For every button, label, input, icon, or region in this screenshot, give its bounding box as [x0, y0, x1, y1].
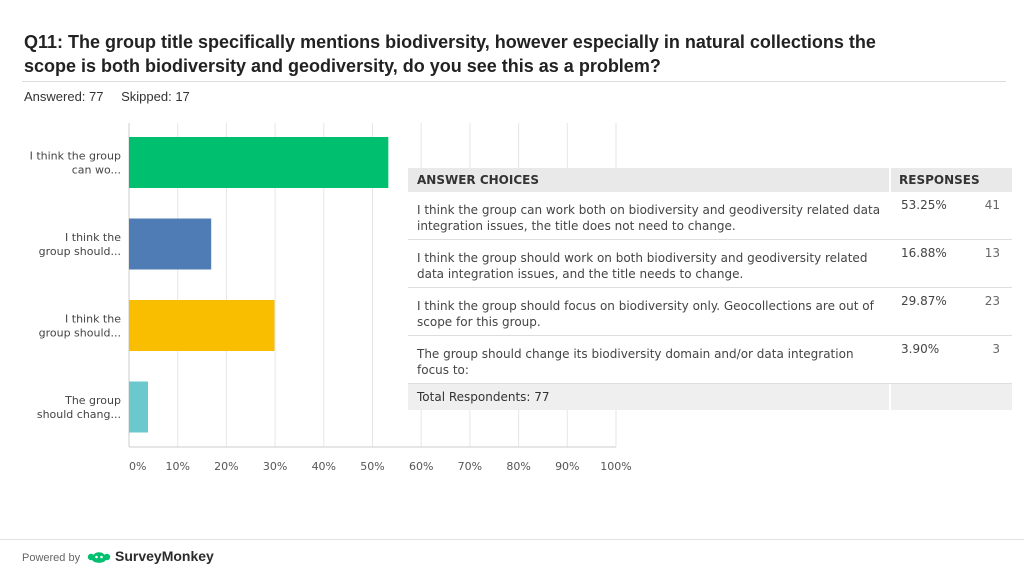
- surveymonkey-logo[interactable]: SurveyMonkey: [87, 547, 214, 565]
- x-tick-label: 60%: [409, 460, 433, 473]
- category-label: I think the group should...: [39, 313, 122, 340]
- table-row: I think the group should focus on biodiv…: [408, 288, 1012, 336]
- x-tick-label: 100%: [600, 460, 631, 473]
- answered-count: Answered: 77: [24, 89, 104, 104]
- response-percent: 29.87%: [901, 294, 947, 308]
- x-tick-label: 20%: [214, 460, 238, 473]
- title-divider: [22, 81, 1006, 82]
- responses-header: RESPONSES: [899, 173, 980, 187]
- x-tick-label: 10%: [165, 460, 189, 473]
- response-count: 3: [992, 342, 1000, 356]
- total-respondents-row: Total Respondents: 77: [408, 384, 1012, 410]
- bar: [129, 381, 148, 433]
- response-count: 13: [984, 246, 1000, 260]
- table-row: I think the group should work on both bi…: [408, 240, 1012, 288]
- x-tick-label: 80%: [506, 460, 530, 473]
- table-row: I think the group can work both on biodi…: [408, 192, 1012, 240]
- x-tick-label: 50%: [360, 460, 384, 473]
- response-percent: 16.88%: [901, 246, 947, 260]
- bar: [129, 300, 275, 351]
- response-count: 23: [984, 294, 1000, 308]
- response-percent: 53.25%: [901, 198, 947, 212]
- x-tick-label: 30%: [263, 460, 287, 473]
- category-label: The group should chang...: [37, 394, 121, 421]
- choice-text: The group should change its biodiversity…: [417, 347, 854, 377]
- x-tick-label: 90%: [555, 460, 579, 473]
- table-row: The group should change its biodiversity…: [408, 336, 1012, 384]
- choice-text: I think the group should work on both bi…: [417, 251, 868, 281]
- response-count: 41: [984, 198, 1000, 212]
- surveymonkey-logo-icon: [87, 552, 111, 563]
- surveymonkey-brand: SurveyMonkey: [115, 548, 214, 564]
- responses-table: ANSWER CHOICES RESPONSES I think the gro…: [408, 168, 1012, 410]
- category-label: I think the group should...: [39, 231, 122, 258]
- response-stats: Answered: 77 Skipped: 17: [24, 89, 204, 104]
- answer-choices-header: ANSWER CHOICES: [408, 168, 891, 192]
- table-header: ANSWER CHOICES RESPONSES: [408, 168, 1012, 192]
- bar-chart: 0% 10% 20% 30% 40% 50% 60% 70% 80% 90% 100% I think…: [30, 123, 632, 473]
- x-tick-label: 70%: [458, 460, 482, 473]
- category-label: I think the group can wo...: [30, 150, 121, 177]
- total-respondents: Total Respondents: 77: [408, 384, 891, 410]
- skipped-count: Skipped: 17: [121, 89, 190, 104]
- bar: [129, 137, 389, 188]
- choice-text: I think the group should focus on biodiv…: [417, 299, 874, 329]
- choice-text: I think the group can work both on biodi…: [417, 203, 881, 233]
- question-title: Q11: The group title specifically mentio…: [24, 32, 876, 76]
- bar: [129, 218, 212, 270]
- footer-divider: [0, 539, 1024, 540]
- x-tick-label: 40%: [312, 460, 336, 473]
- x-tick-label: 0%: [129, 460, 146, 473]
- response-percent: 3.90%: [901, 342, 940, 356]
- powered-by-label: Powered by: [22, 552, 81, 564]
